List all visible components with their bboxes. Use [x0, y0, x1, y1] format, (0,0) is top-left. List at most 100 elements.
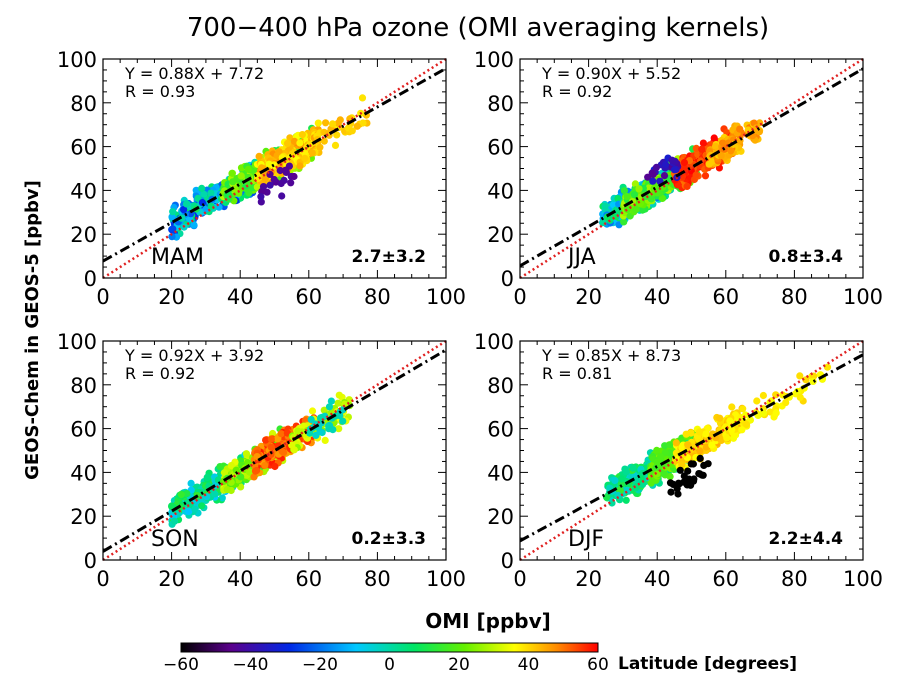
figure-title: 700−400 hPa ozone (OMI averaging kernels…: [187, 13, 769, 43]
scatter-point: [283, 139, 292, 147]
x-tick-label: 100: [426, 567, 466, 591]
scatter-point: [334, 119, 342, 127]
scatter-point: [273, 435, 282, 443]
scatter-point: [331, 141, 340, 149]
y-tick-label: 60: [487, 136, 514, 160]
scatter-point: [658, 194, 667, 202]
scatter-point: [277, 430, 285, 438]
x-tick-label: 0: [513, 567, 526, 591]
colorbar-tick-label: 60: [587, 655, 609, 675]
y-tick-label: 0: [501, 267, 514, 291]
scatter-point: [702, 443, 710, 451]
scatter-point: [772, 409, 780, 417]
scatter-point: [692, 144, 700, 152]
scatter-point: [335, 391, 343, 399]
y-tick-label: 0: [84, 267, 97, 291]
scatter-point: [759, 391, 768, 400]
scatter-point: [325, 425, 333, 433]
scatter-point: [276, 166, 284, 175]
scatter-point: [211, 490, 219, 498]
season-label: DJF: [568, 527, 604, 552]
x-tick-label: 40: [227, 285, 254, 309]
scatter-point: [603, 493, 611, 501]
x-tick-label: 80: [364, 285, 391, 309]
scatter-point: [267, 435, 275, 443]
y-tick-label: 20: [70, 505, 97, 529]
y-tick-label: 100: [474, 48, 514, 72]
scatter-point: [301, 154, 309, 162]
scatter-point: [717, 152, 725, 160]
scatter-point: [782, 399, 790, 407]
colorbar-label: Latitude [degrees]: [618, 654, 797, 674]
scatter-point: [698, 145, 706, 153]
scatter-point: [335, 425, 343, 433]
y-tick-label: 100: [57, 330, 97, 354]
scatter-point: [180, 206, 188, 214]
scatter-point: [695, 428, 703, 436]
scatter-point: [635, 185, 643, 193]
scatter-point: [660, 172, 669, 180]
scatter-point: [674, 490, 682, 498]
scatter-point: [744, 126, 752, 134]
scatter-point: [270, 175, 278, 184]
scatter-point: [653, 446, 661, 454]
scatter-point: [333, 131, 341, 139]
mean-bias-label: 0.2±3.3: [352, 529, 426, 549]
scatter-point: [334, 399, 342, 407]
scatter-point: [232, 466, 240, 474]
x-tick-label: 20: [158, 285, 185, 309]
x-tick-label: 0: [513, 285, 526, 309]
scatter-point: [218, 494, 226, 502]
x-tick-label: 60: [712, 567, 739, 591]
scatter-point: [676, 466, 684, 474]
scatter-point: [738, 426, 746, 434]
panel-jja: 0 20 40 60 80 100 0 20 40 60 80 100 Y = 0.90X + 5.52…: [474, 48, 883, 309]
panel-djf: 0 20 40 60 80 100 0 20 40 60 80 100 Y = 0.85X + 8.73…: [474, 330, 883, 591]
colorbar-tick-label: 0: [384, 655, 395, 675]
fit-equation: Y = 0.92X + 3.92: [124, 346, 264, 365]
scatter-point: [678, 461, 686, 469]
scatter-point: [183, 490, 191, 498]
scatter-point: [692, 171, 700, 179]
regression-line: [103, 348, 446, 553]
y-tick-label: 40: [70, 179, 97, 203]
scatter-point: [759, 409, 768, 417]
scatter-point: [308, 149, 316, 157]
scatter-point: [200, 190, 208, 198]
scatter-point: [246, 468, 254, 476]
scatter-point: [244, 165, 252, 173]
panel-mam: 0 20 40 60 80 100 0 20 40 60 80 100 Y = 0.88X + 7.72…: [57, 48, 466, 309]
scatter-point: [620, 218, 628, 226]
scatter-point: [662, 160, 670, 169]
scatter-point: [653, 458, 661, 466]
colorbar-tick-label: −40: [233, 655, 269, 675]
x-tick-label: 60: [712, 285, 739, 309]
scatter-point: [726, 417, 734, 425]
scatter-point: [630, 191, 639, 199]
scatter-point: [245, 189, 253, 197]
scatter-point: [353, 122, 361, 130]
scatter-point: [261, 175, 269, 183]
y-tick-label: 60: [70, 418, 97, 442]
fit-equation: Y = 0.85X + 8.73: [541, 346, 681, 365]
scatter-point: [266, 181, 274, 189]
scatter-point: [696, 447, 704, 455]
y-tick-label: 20: [487, 505, 514, 529]
x-tick-label: 60: [295, 285, 322, 309]
scatter-point: [742, 420, 751, 429]
x-tick-label: 40: [227, 567, 254, 591]
scatter-point: [251, 467, 260, 475]
scatter-point: [823, 363, 832, 371]
y-tick-label: 80: [70, 374, 97, 398]
scatter-point: [237, 172, 245, 180]
scatter-point: [727, 147, 735, 155]
scatter-point: [796, 372, 804, 380]
y-tick-label: 100: [474, 330, 514, 354]
x-tick-label: 20: [575, 567, 602, 591]
scatter-point: [723, 434, 731, 442]
scatter-point: [316, 143, 324, 151]
scatter-point: [667, 488, 675, 496]
colorbar-gradient: [180, 642, 599, 653]
scatter-point: [629, 464, 637, 472]
x-tick-label: 40: [644, 285, 671, 309]
